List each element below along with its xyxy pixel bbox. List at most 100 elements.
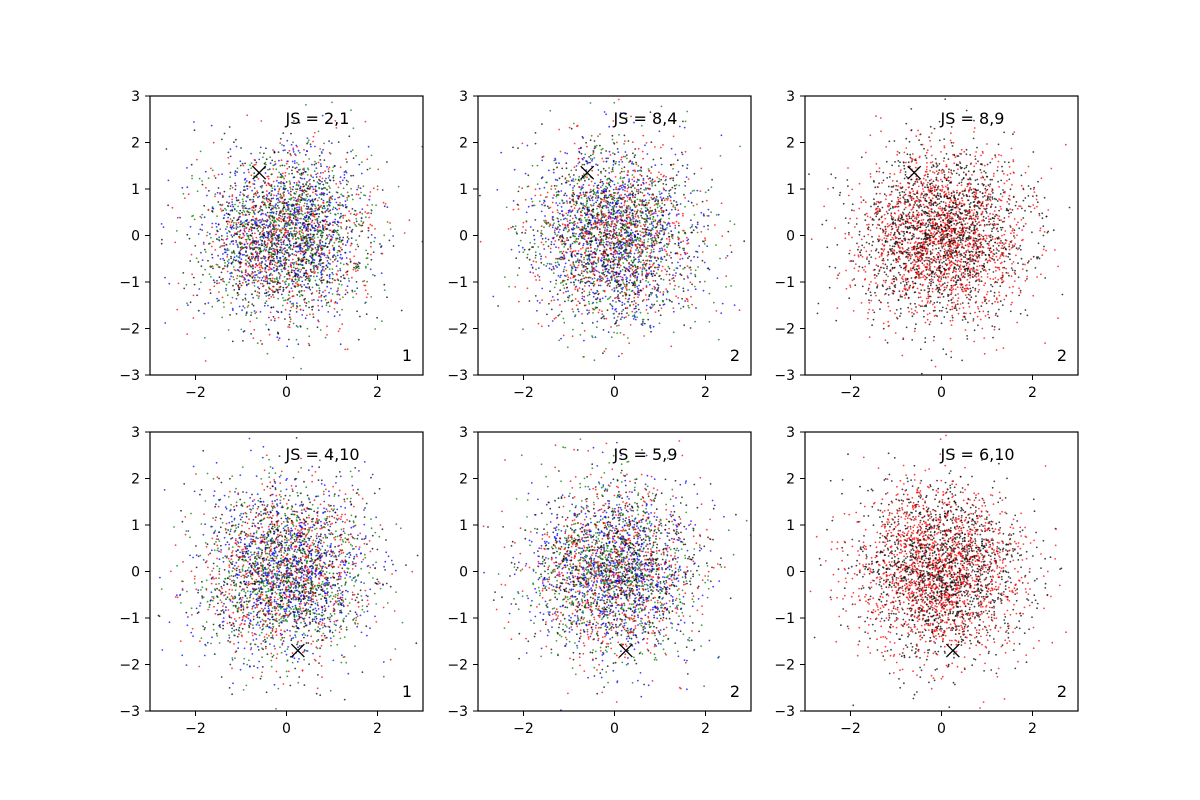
scatter-point [306, 150, 309, 153]
scatter-point [276, 262, 279, 264]
scatter-point [370, 245, 372, 248]
scatter-point [641, 203, 643, 206]
scatter-point [530, 198, 533, 200]
scatter-point [292, 295, 295, 297]
scatter-point [238, 286, 241, 289]
scatter-point [295, 230, 298, 233]
scatter-point [374, 328, 377, 330]
scatter-point [571, 308, 574, 311]
scatter-point [617, 220, 619, 222]
scatter-point [232, 205, 235, 208]
scatter-point [601, 147, 604, 150]
scatter-point [259, 282, 262, 285]
scatter-point [617, 290, 619, 293]
scatter-point [593, 280, 595, 283]
scatter-point [564, 226, 567, 229]
scatter-point [299, 252, 302, 255]
scatter-point [671, 300, 673, 303]
scatter-point [279, 164, 282, 167]
scatter-point [305, 214, 308, 217]
scatter-point [674, 242, 676, 245]
scatter-point [604, 227, 607, 229]
scatter-point [245, 226, 248, 229]
scatter-point [253, 281, 256, 284]
scatter-point [588, 276, 591, 279]
scatter-point [701, 200, 704, 203]
scatter-point [250, 228, 253, 231]
scatter-point [310, 262, 313, 264]
scatter-point [295, 166, 298, 169]
scatter-point [611, 270, 614, 272]
scatter-point [303, 185, 305, 188]
scatter-point [252, 215, 254, 218]
scatter-point [339, 267, 342, 270]
scatter-point [273, 285, 275, 288]
scatter-point [282, 212, 285, 215]
scatter-point [652, 240, 655, 243]
scatter-point [219, 203, 222, 206]
scatter-point [565, 181, 568, 184]
scatter-point [277, 281, 279, 284]
scatter-point [284, 250, 287, 252]
scatter-point [327, 301, 330, 304]
scatter-point [662, 175, 665, 178]
scatter-point [272, 250, 274, 252]
scatter-point [353, 213, 356, 216]
scatter-point [196, 190, 199, 193]
scatter-point [299, 187, 302, 190]
scatter-point [226, 249, 229, 252]
scatter-point [326, 254, 329, 257]
scatter-point [313, 237, 316, 239]
scatter-point [231, 203, 234, 206]
scatter-point [284, 247, 286, 250]
scatter-point [318, 292, 321, 294]
scatter-point [305, 237, 308, 240]
scatter-point [242, 305, 245, 308]
scatter-point [331, 293, 334, 295]
scatter-point [303, 258, 305, 261]
scatter-point [600, 180, 602, 183]
scatter-point [631, 239, 634, 242]
scatter-point [346, 196, 349, 199]
scatter-point [233, 141, 235, 144]
scatter-point [262, 237, 265, 239]
scatter-point [646, 217, 649, 220]
scatter-point [302, 218, 305, 220]
scatter-point [303, 290, 306, 292]
scatter-point [242, 299, 244, 301]
scatter-point [560, 274, 562, 277]
scatter-point [632, 220, 635, 223]
scatter-point [622, 227, 624, 230]
scatter-point [297, 163, 300, 166]
scatter-point [186, 233, 189, 236]
scatter-point [247, 194, 250, 197]
scatter-point [256, 264, 258, 267]
scatter-point [279, 288, 281, 291]
scatter-point [216, 264, 219, 266]
scatter-point [566, 179, 568, 182]
scatter-point [605, 317, 608, 320]
scatter-point [255, 161, 258, 164]
scatter-point [298, 198, 300, 201]
scatter-point [338, 207, 341, 210]
scatter-point [217, 254, 220, 257]
scatter-point [276, 245, 278, 248]
scatter-point [271, 259, 273, 262]
scatter-point [305, 205, 308, 208]
scatter-point [345, 262, 348, 265]
scatter-point [716, 277, 719, 279]
scatter-point [245, 270, 247, 273]
scatter-point [561, 175, 564, 178]
scatter-point [287, 192, 290, 195]
scatter-point [356, 269, 359, 272]
scatter-point [275, 239, 278, 241]
scatter-point [678, 302, 680, 305]
scatter-point [255, 250, 257, 253]
scatter-point [595, 265, 598, 268]
scatter-point [319, 259, 321, 261]
scatter-point [617, 315, 619, 318]
scatter-point [566, 278, 569, 281]
scatter-point [641, 217, 644, 220]
scatter-point [601, 257, 603, 259]
scatter-point [204, 302, 207, 305]
